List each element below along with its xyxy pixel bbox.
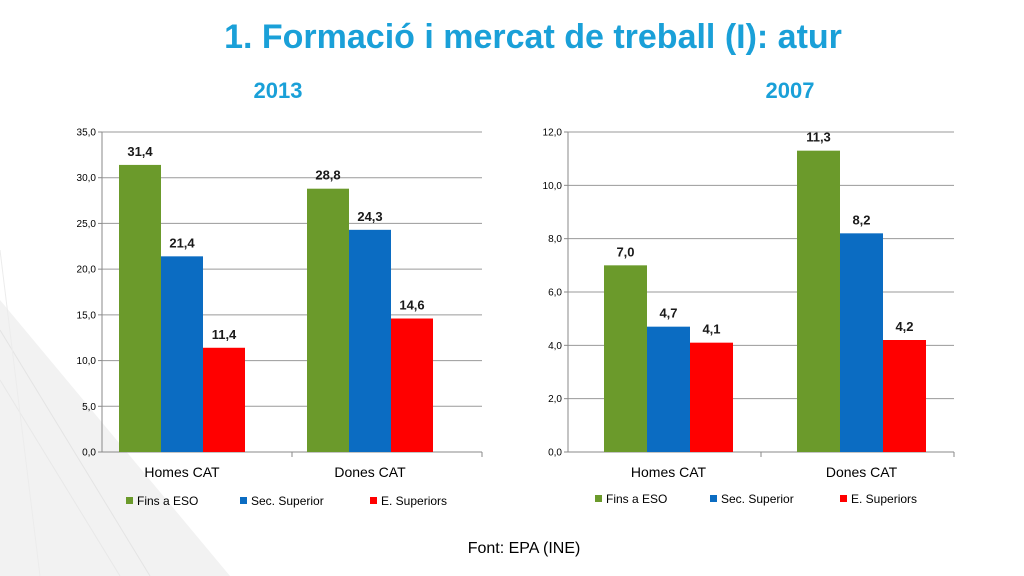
y-tick-label: 8,0 bbox=[548, 234, 562, 245]
bar-fins-a-eso-1 bbox=[307, 188, 349, 452]
x-category-label: Dones CAT bbox=[334, 464, 406, 480]
bar-fins-a-eso-0 bbox=[119, 164, 161, 452]
data-label: 14,6 bbox=[399, 298, 424, 313]
y-tick-label: 10,0 bbox=[77, 356, 97, 367]
bar-e-superiors-0 bbox=[690, 342, 733, 452]
legend-swatch bbox=[840, 495, 847, 502]
data-label: 4,2 bbox=[895, 319, 913, 334]
y-tick-label: 20,0 bbox=[77, 265, 97, 276]
x-category-label: Homes CAT bbox=[144, 464, 220, 480]
y-tick-label: 15,0 bbox=[77, 310, 97, 321]
legend-swatch bbox=[126, 497, 133, 504]
bar-fins-a-eso-1 bbox=[797, 150, 840, 452]
legend-swatch bbox=[595, 495, 602, 502]
data-label: 24,3 bbox=[357, 209, 382, 224]
y-tick-label: 2,0 bbox=[548, 394, 562, 405]
legend-label: Sec. Superior bbox=[721, 492, 794, 506]
legend-label: Sec. Superior bbox=[251, 494, 324, 508]
legend-label: E. Superiors bbox=[851, 492, 917, 506]
y-tick-label: 10,0 bbox=[543, 181, 563, 192]
bar-chart-2013: 0,0 5,0 10,0 15,0 20,0 25,0 30,0 35,0 31,4 21,4 11… bbox=[77, 128, 483, 508]
chart-title-2013: 2013 bbox=[253, 78, 303, 103]
y-tick-label: 30,0 bbox=[77, 173, 97, 184]
legend-swatch bbox=[370, 497, 377, 504]
legend-label: E. Superiors bbox=[381, 494, 447, 508]
x-category-label: Homes CAT bbox=[631, 464, 707, 480]
slide-title: 1. Formació i mercat de treball (I): atu… bbox=[224, 18, 842, 56]
data-label: 11,4 bbox=[212, 327, 237, 342]
bar-sec-superior-0 bbox=[161, 256, 203, 452]
data-label: 7,0 bbox=[616, 244, 634, 259]
bar-sec-superior-1 bbox=[840, 233, 883, 452]
bar-sec-superior-1 bbox=[349, 229, 391, 452]
bar-e-superiors-1 bbox=[883, 340, 926, 452]
bar-e-superiors-0 bbox=[203, 347, 245, 452]
legend-swatch bbox=[240, 497, 247, 504]
bar-chart-2007: 0,0 2,0 4,0 6,0 8,0 10,0 12,0 7,0 4,7 4,1 Homes CA… bbox=[543, 128, 955, 506]
legend-swatch bbox=[710, 495, 717, 502]
y-tick-label: 25,0 bbox=[77, 219, 97, 230]
legend-label: Fins a ESO bbox=[606, 492, 667, 506]
data-label: 11,3 bbox=[806, 130, 831, 145]
legend-label: Fins a ESO bbox=[137, 494, 198, 508]
y-tick-label: 0,0 bbox=[548, 448, 562, 459]
bar-e-superiors-1 bbox=[391, 318, 433, 452]
y-tick-label: 6,0 bbox=[548, 288, 562, 299]
data-label: 4,1 bbox=[702, 322, 720, 337]
data-label: 4,7 bbox=[659, 306, 677, 321]
y-tick-label: 35,0 bbox=[77, 128, 97, 139]
bar-fins-a-eso-0 bbox=[604, 265, 647, 452]
y-tick-label: 4,0 bbox=[548, 341, 562, 352]
y-tick-label: 5,0 bbox=[82, 402, 96, 413]
y-tick-label: 0,0 bbox=[82, 448, 96, 459]
source-note: Font: EPA (INE) bbox=[467, 540, 581, 557]
data-label: 28,8 bbox=[315, 168, 340, 183]
chart-title-2007: 2007 bbox=[765, 78, 815, 103]
bar-sec-superior-0 bbox=[647, 326, 690, 452]
x-category-label: Dones CAT bbox=[826, 464, 898, 480]
data-label: 8,2 bbox=[852, 212, 870, 227]
data-label: 21,4 bbox=[169, 235, 195, 250]
y-tick-label: 12,0 bbox=[543, 128, 563, 139]
data-label: 31,4 bbox=[127, 144, 153, 159]
